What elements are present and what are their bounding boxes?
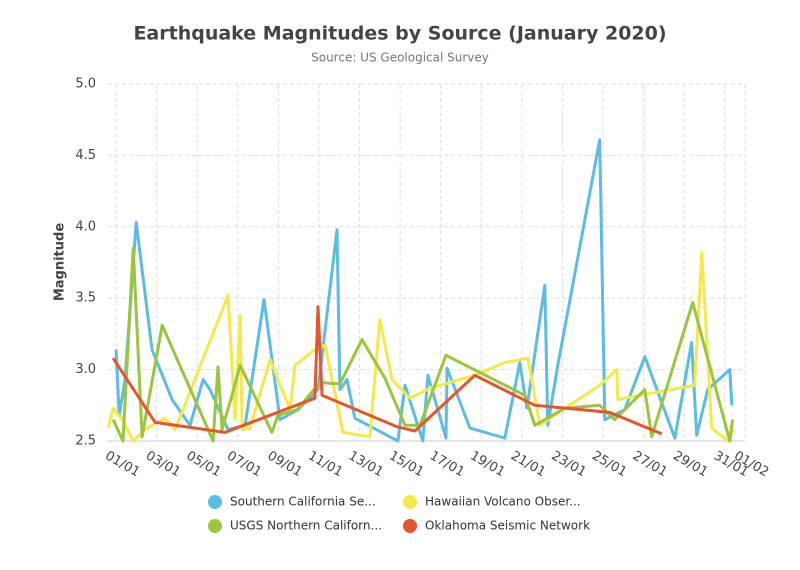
legend-label: Hawaiian Volcano Obser... bbox=[425, 495, 581, 509]
x-tick-label: 25/01 bbox=[589, 449, 629, 481]
chart-title: Earthquake Magnitudes by Source (January… bbox=[133, 23, 666, 45]
x-tick-label: 09/01 bbox=[265, 449, 305, 481]
y-tick-label: 5.0 bbox=[75, 77, 96, 92]
legend-marker bbox=[403, 519, 417, 533]
y-tick-label: 4.0 bbox=[75, 219, 96, 234]
x-tick-label: 11/01 bbox=[305, 449, 345, 481]
y-tick-label: 3.0 bbox=[75, 362, 96, 377]
x-tick-label: 27/01 bbox=[630, 449, 670, 481]
y-tick-label: 3.5 bbox=[75, 291, 96, 306]
x-tick-label: 07/01 bbox=[224, 449, 264, 481]
series-line bbox=[111, 305, 663, 436]
legend-marker bbox=[208, 495, 222, 509]
legend-label: Oklahoma Seismic Network bbox=[425, 519, 590, 533]
legend-label: Southern California Se... bbox=[230, 495, 376, 509]
x-tick-label: 01/01 bbox=[102, 449, 142, 481]
chart-subtitle: Source: US Geological Survey bbox=[311, 51, 489, 65]
y-tick-label: 4.5 bbox=[75, 148, 96, 163]
y-axis-label: Magnitude bbox=[53, 223, 68, 302]
x-tick-label: 23/01 bbox=[549, 449, 589, 481]
x-tick-label: 05/01 bbox=[184, 449, 224, 481]
x-tick-label: 03/01 bbox=[143, 449, 183, 481]
series-line bbox=[111, 246, 735, 443]
x-tick-label: 15/01 bbox=[386, 449, 426, 481]
x-tick-label: 21/01 bbox=[508, 449, 548, 481]
x-tick-label: 29/01 bbox=[670, 449, 710, 481]
x-tick-label: 13/01 bbox=[346, 449, 386, 481]
legend-label: USGS Northern Californ... bbox=[230, 519, 382, 533]
legend-marker bbox=[208, 519, 222, 533]
legend-marker bbox=[403, 495, 417, 509]
x-tick-label: 19/01 bbox=[468, 449, 508, 481]
series-line bbox=[114, 138, 734, 443]
x-tick-label: 17/01 bbox=[427, 449, 467, 481]
series-line bbox=[106, 251, 735, 443]
y-tick-label: 2.5 bbox=[75, 434, 96, 449]
